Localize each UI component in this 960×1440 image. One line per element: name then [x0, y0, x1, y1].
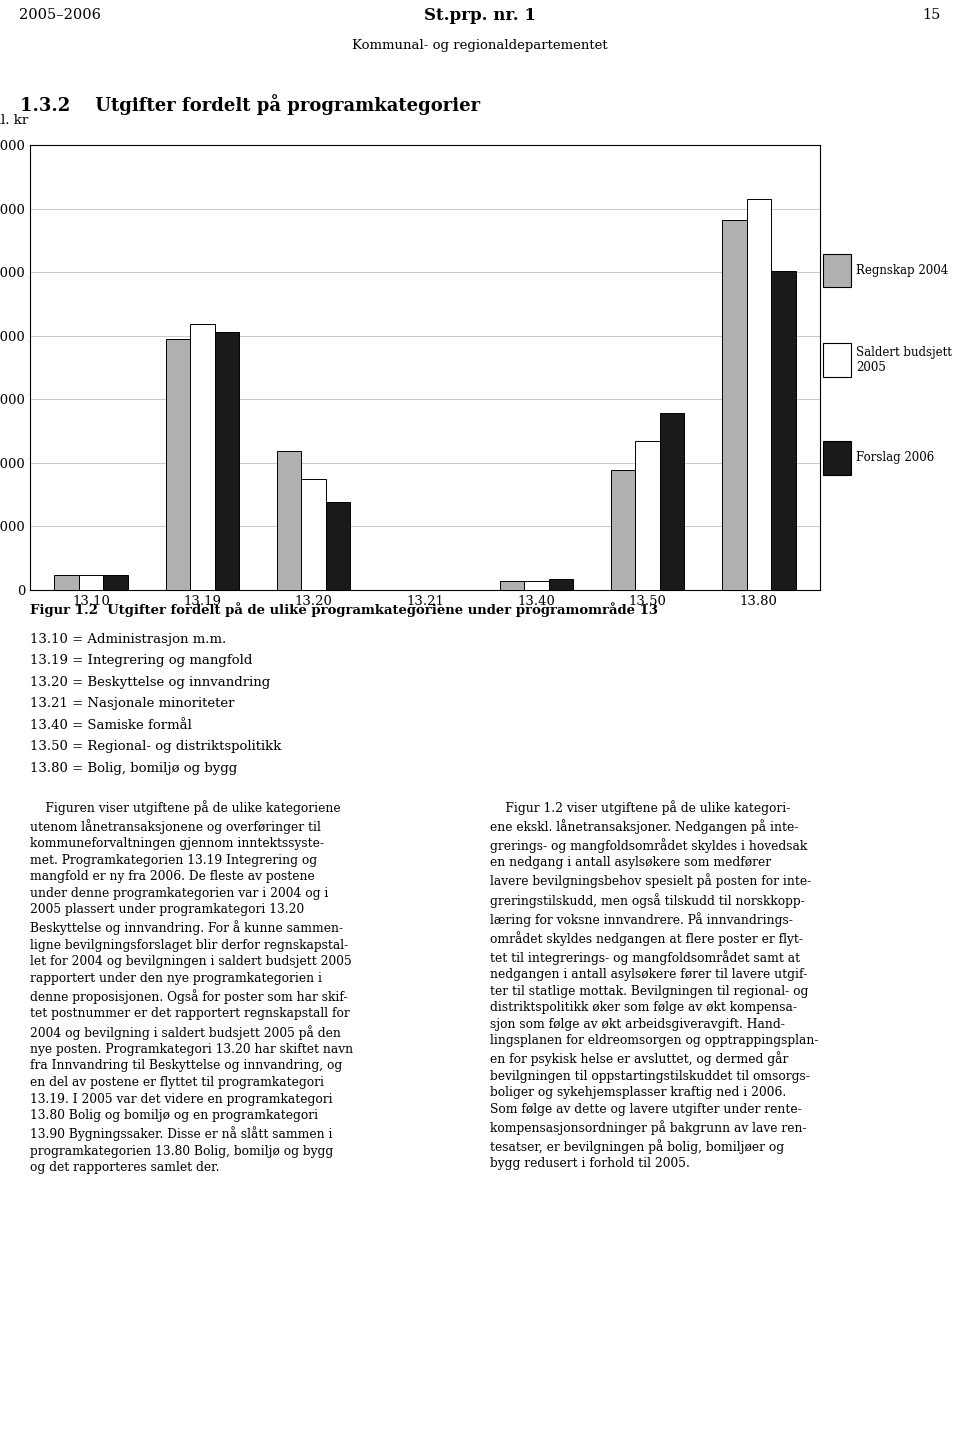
Bar [611, 469, 636, 590]
Text: 13.20 = Beskyttelse og innvandring: 13.20 = Beskyttelse og innvandring [30, 675, 271, 688]
Bar [660, 413, 684, 590]
Text: 13.19 = Integrering og mangfold: 13.19 = Integrering og mangfold [30, 654, 252, 667]
Text: Figur 1.2 viser utgiftene på de ulike kategori-
ene ekskl. lånetransaksjoner. Ne: Figur 1.2 viser utgiftene på de ulike ka… [490, 801, 819, 1171]
Bar [326, 503, 350, 590]
Bar [823, 343, 852, 377]
Text: 13.21 = Nasjonale minoriteter: 13.21 = Nasjonale minoriteter [30, 697, 234, 710]
Text: 13.80 = Bolig, bomiljø og bygg: 13.80 = Bolig, bomiljø og bygg [30, 762, 237, 775]
Bar [277, 451, 301, 590]
Bar [55, 576, 79, 590]
Text: 1.3.2    Utgifter fordelt på programkategorier: 1.3.2 Utgifter fordelt på programkategor… [20, 95, 480, 115]
Text: Saldert budsjett
2005: Saldert budsjett 2005 [856, 346, 952, 374]
Text: Figuren viser utgiftene på de ulike kategoriene
utenom lånetransaksjonene og ove: Figuren viser utgiftene på de ulike kate… [30, 801, 353, 1174]
Bar [499, 580, 524, 590]
Bar [524, 582, 548, 590]
Bar [823, 441, 852, 475]
Bar [722, 220, 747, 590]
Text: Figur 1.2  Utgifter fordelt på de ulike programkategoriene under programområde 1: Figur 1.2 Utgifter fordelt på de ulike p… [30, 602, 658, 618]
Bar [215, 331, 239, 590]
Text: Forslag 2006: Forslag 2006 [856, 452, 935, 465]
Text: 13.10 = Administrasjon m.m.: 13.10 = Administrasjon m.m. [30, 634, 227, 647]
Bar [771, 271, 796, 590]
Bar [823, 253, 852, 287]
Bar [190, 324, 215, 590]
Bar [79, 575, 104, 590]
Bar [301, 480, 326, 590]
Text: Mill. kr: Mill. kr [0, 114, 28, 127]
Bar [747, 199, 771, 590]
Text: 2005–2006: 2005–2006 [19, 9, 101, 22]
Bar [104, 576, 128, 590]
Text: 13.50 = Regional- og distriktspolitikk: 13.50 = Regional- og distriktspolitikk [30, 740, 281, 753]
Text: 13.40 = Samiske formål: 13.40 = Samiske formål [30, 719, 192, 732]
Bar [636, 441, 660, 590]
Text: Kommunal- og regionaldepartementet: Kommunal- og regionaldepartementet [352, 39, 608, 52]
Text: 15: 15 [923, 9, 941, 22]
Bar [548, 579, 573, 590]
Text: Regnskap 2004: Regnskap 2004 [856, 264, 948, 276]
Text: St.prp. nr. 1: St.prp. nr. 1 [424, 7, 536, 23]
Bar [166, 338, 190, 590]
